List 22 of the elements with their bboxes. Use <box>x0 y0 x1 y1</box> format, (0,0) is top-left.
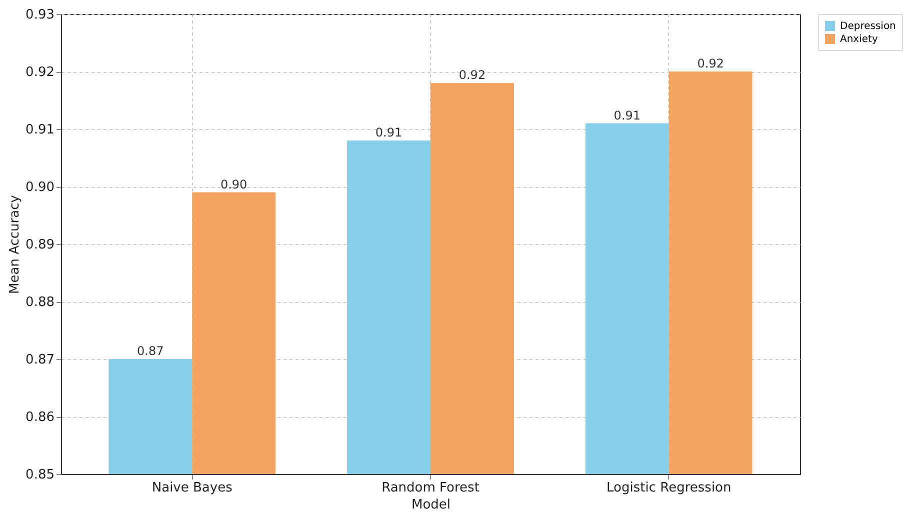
data-label: 0.87 <box>137 344 164 358</box>
data-label: 0.92 <box>458 68 486 82</box>
legend-label: Depression <box>840 21 896 32</box>
data-label: 0.91 <box>375 126 402 140</box>
y-axis-title: Mean Accuracy <box>8 194 23 294</box>
x-axis-title: Model <box>411 498 451 512</box>
y-tick-label: 0.87 <box>26 352 54 368</box>
y-tick-label: 0.91 <box>26 122 54 138</box>
y-tick-label: 0.85 <box>26 468 54 482</box>
y-tick-label: 0.88 <box>26 295 54 310</box>
x-tick-label: Naive Bayes <box>152 480 233 496</box>
y-tick-label: 0.93 <box>26 8 54 22</box>
data-label: 0.92 <box>697 56 724 70</box>
y-tick-label: 0.89 <box>26 238 54 252</box>
y-tick-label: 0.86 <box>26 410 54 425</box>
x-tick-label: Random Forest <box>382 480 480 496</box>
data-label: 0.91 <box>614 108 641 122</box>
x-tick-label: Logistic Regression <box>606 480 732 496</box>
legend-label: Anxiety <box>840 34 878 45</box>
y-tick-label: 0.92 <box>26 65 54 80</box>
y-tick-label: 0.90 <box>26 180 54 195</box>
data-label: 0.90 <box>220 177 248 192</box>
